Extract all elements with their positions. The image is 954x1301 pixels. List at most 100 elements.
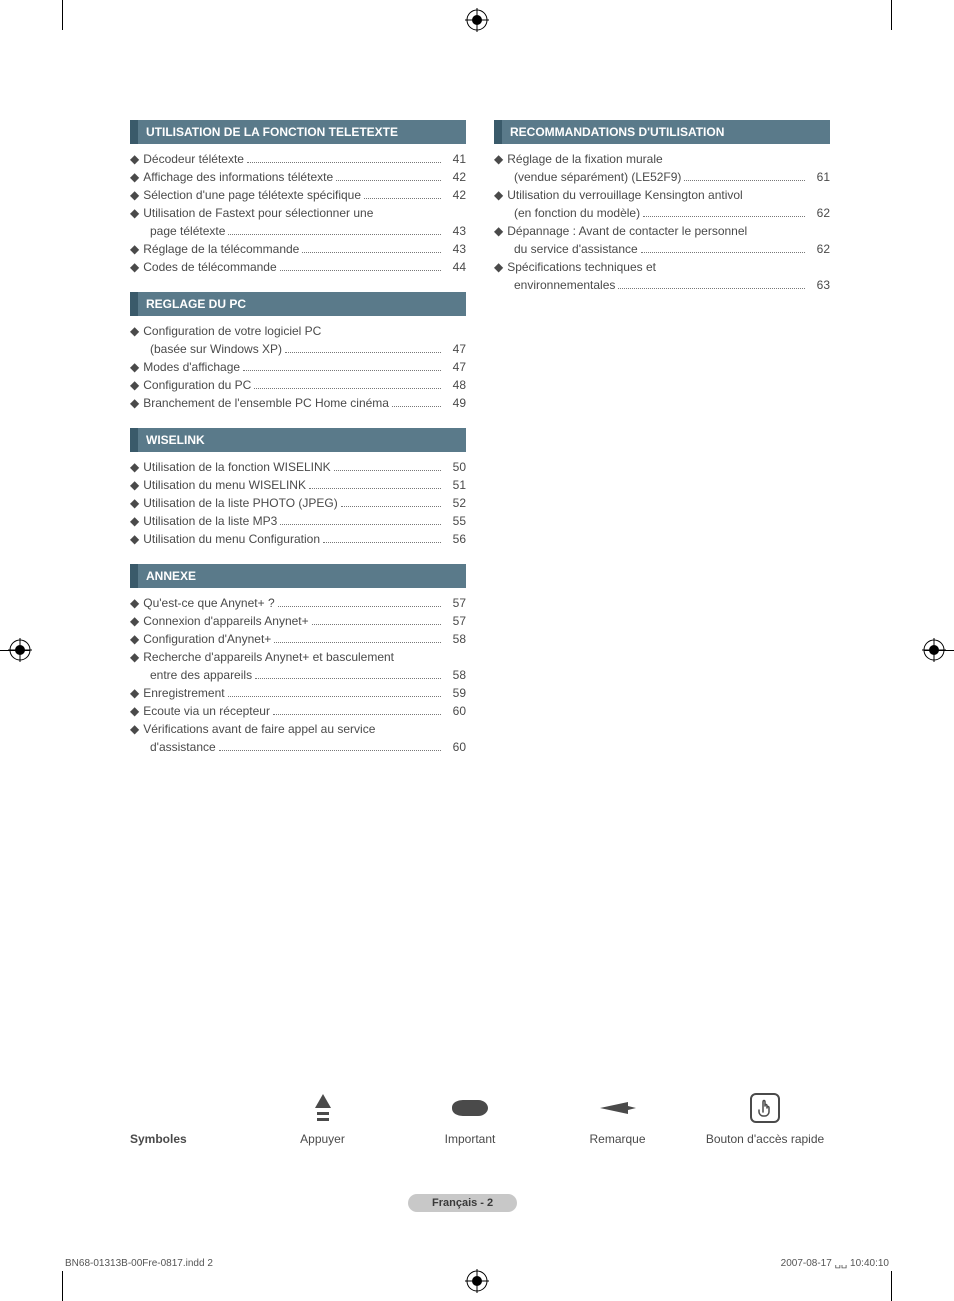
toc-page: 61	[808, 168, 830, 186]
toc-subitem: (basée sur Windows XP) 47	[130, 340, 466, 358]
symbol-important: Important	[405, 1090, 535, 1146]
section-header-teletexte: UTILISATION DE LA FONCTION TELETEXTE	[130, 120, 466, 144]
toc-item: ◆Branchement de l'ensemble PC Home ciném…	[130, 394, 466, 412]
toc-item: ◆Décodeur télétexte41	[130, 150, 466, 168]
toc-page: 62	[808, 204, 830, 222]
toc-page: 44	[444, 258, 466, 276]
toc-label: entre des appareils	[150, 666, 252, 684]
diamond-bullet-icon: ◆	[130, 240, 139, 258]
diamond-bullet-icon: ◆	[130, 648, 139, 666]
toc-list-teletexte: ◆Décodeur télétexte41◆Affichage des info…	[130, 150, 466, 276]
symbol-label: Bouton d'accès rapide	[700, 1132, 830, 1146]
toc-label: Ecoute via un récepteur	[143, 702, 270, 720]
toc-page: 56	[444, 530, 466, 548]
toc-label: Réglage de la fixation murale	[507, 150, 662, 168]
toc-label: Affichage des informations télétexte	[143, 168, 333, 186]
toc-item: ◆Spécifications techniques et	[494, 258, 830, 276]
symbol-label: Important	[405, 1132, 535, 1146]
toc-label: Configuration du PC	[143, 376, 251, 394]
diamond-bullet-icon: ◆	[130, 168, 139, 186]
toc-label: Vérifications avant de faire appel au se…	[143, 720, 375, 738]
toc-item: ◆Dépannage : Avant de contacter le perso…	[494, 222, 830, 240]
diamond-bullet-icon: ◆	[130, 494, 139, 512]
toc-item: ◆Vérifications avant de faire appel au s…	[130, 720, 466, 738]
toc-columns: UTILISATION DE LA FONCTION TELETEXTE ◆Dé…	[130, 120, 830, 772]
toc-item: ◆Sélection d'une page télétexte spécifiq…	[130, 186, 466, 204]
symbol-press: Appuyer	[258, 1090, 388, 1146]
toc-page: 58	[444, 666, 466, 684]
toc-label: Utilisation du menu WISELINK	[143, 476, 306, 494]
diamond-bullet-icon: ◆	[130, 512, 139, 530]
toc-item: ◆Ecoute via un récepteur 60	[130, 702, 466, 720]
toc-page: 57	[444, 612, 466, 630]
print-footer: BN68-01313B-00Fre-0817.indd 2 2007-08-17…	[65, 1258, 889, 1269]
diamond-bullet-icon: ◆	[130, 476, 139, 494]
toc-label: Modes d'affichage	[143, 358, 240, 376]
toc-item: ◆Utilisation de Fastext pour sélectionne…	[130, 204, 466, 222]
toc-subitem: d'assistance 60	[130, 738, 466, 756]
toc-label: (en fonction du modèle)	[514, 204, 640, 222]
toc-label: Utilisation de Fastext pour sélectionner…	[143, 204, 373, 222]
toc-label: Utilisation de la fonction WISELINK	[143, 458, 330, 476]
toc-page: 47	[444, 358, 466, 376]
diamond-bullet-icon: ◆	[130, 322, 139, 340]
toc-label: page télétexte	[150, 222, 225, 240]
toc-page: 60	[444, 738, 466, 756]
toc-label: Sélection d'une page télétexte spécifiqu…	[143, 186, 361, 204]
toc-subitem: entre des appareils 58	[130, 666, 466, 684]
toc-page: 49	[444, 394, 466, 412]
toc-item: ◆Connexion d'appareils Anynet+57	[130, 612, 466, 630]
diamond-bullet-icon: ◆	[130, 204, 139, 222]
registration-mark-icon	[465, 8, 489, 32]
diamond-bullet-icon: ◆	[130, 358, 139, 376]
toc-label: (basée sur Windows XP)	[150, 340, 282, 358]
toc-page: 55	[444, 512, 466, 530]
crop-mark	[891, 0, 892, 30]
toc-label: Configuration d'Anynet+	[143, 630, 271, 648]
toc-page: 47	[444, 340, 466, 358]
toc-item: ◆Utilisation de la liste PHOTO (JPEG)52	[130, 494, 466, 512]
toc-subitem: page télétexte 43	[130, 222, 466, 240]
toc-label: du service d'assistance	[514, 240, 638, 258]
toc-label: Configuration de votre logiciel PC	[143, 322, 321, 340]
symbol-quick-access: Bouton d'accès rapide	[700, 1090, 830, 1146]
toc-list-annexe: ◆Qu'est-ce que Anynet+ ?57◆Connexion d'a…	[130, 594, 466, 756]
toc-page: 59	[444, 684, 466, 702]
toc-item: ◆Utilisation du verrouillage Kensington …	[494, 186, 830, 204]
diamond-bullet-icon: ◆	[130, 612, 139, 630]
toc-page: 43	[444, 240, 466, 258]
toc-label: Recherche d'appareils Anynet+ et bascule…	[143, 648, 394, 666]
diamond-bullet-icon: ◆	[130, 186, 139, 204]
diamond-bullet-icon: ◆	[494, 150, 503, 168]
toc-page: 57	[444, 594, 466, 612]
toc-label: Utilisation du verrouillage Kensington a…	[507, 186, 742, 204]
important-icon	[405, 1090, 535, 1126]
diamond-bullet-icon: ◆	[130, 702, 139, 720]
toc-page: 50	[444, 458, 466, 476]
registration-mark-icon	[8, 638, 32, 662]
footer-timestamp: 2007-08-17 ␣␣ 10:40:10	[781, 1258, 889, 1269]
registration-mark-icon	[465, 1269, 489, 1293]
crop-mark	[62, 0, 63, 30]
toc-label: Décodeur télétexte	[143, 150, 244, 168]
toc-item: ◆Utilisation de la liste MP355	[130, 512, 466, 530]
toc-subitem: (en fonction du modèle) 62	[494, 204, 830, 222]
toc-label: Branchement de l'ensemble PC Home cinéma	[143, 394, 389, 412]
registration-mark-icon	[922, 638, 946, 662]
toc-label: Dépannage : Avant de contacter le person…	[507, 222, 747, 240]
diamond-bullet-icon: ◆	[130, 684, 139, 702]
toc-page: 48	[444, 376, 466, 394]
diamond-bullet-icon: ◆	[494, 222, 503, 240]
diamond-bullet-icon: ◆	[130, 594, 139, 612]
toc-page: 43	[444, 222, 466, 240]
press-icon	[258, 1090, 388, 1126]
toc-page: 60	[444, 702, 466, 720]
page-content: UTILISATION DE LA FONCTION TELETEXTE ◆Dé…	[130, 120, 830, 772]
footer-filename: BN68-01313B-00Fre-0817.indd 2	[65, 1258, 213, 1269]
section-header-annexe: ANNEXE	[130, 564, 466, 588]
diamond-bullet-icon: ◆	[130, 150, 139, 168]
toc-label: d'assistance	[150, 738, 216, 756]
crop-mark	[62, 1271, 63, 1301]
toc-item: ◆Utilisation du menu WISELINK51	[130, 476, 466, 494]
toc-item: ◆Configuration de votre logiciel PC	[130, 322, 466, 340]
